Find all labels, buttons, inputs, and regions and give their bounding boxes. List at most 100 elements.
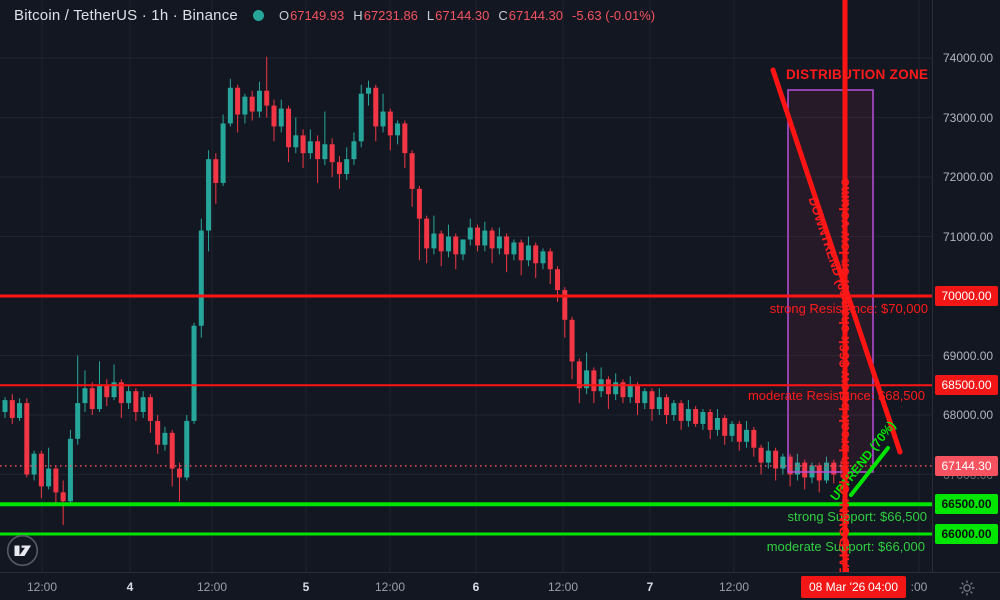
candle-down bbox=[373, 87, 379, 127]
candle-up bbox=[431, 233, 437, 249]
candle-down bbox=[213, 159, 219, 183]
strong-resistance-label: strong Resistance: $70,000 bbox=[769, 301, 928, 316]
candle-down bbox=[38, 453, 44, 487]
candle-down bbox=[751, 429, 757, 448]
candle-up bbox=[31, 453, 37, 475]
candle-up bbox=[358, 93, 364, 142]
price-axis-label: 72000.00 bbox=[943, 170, 994, 184]
alert-price-badge: 66500.00 bbox=[935, 494, 998, 515]
open-key: O bbox=[278, 8, 290, 23]
alert-price-badge: 66000.00 bbox=[935, 524, 998, 544]
candle-up bbox=[344, 159, 350, 175]
price-axis-label: 73000.00 bbox=[943, 110, 994, 125]
open-value: 67149.93 bbox=[290, 8, 345, 23]
candle-up bbox=[685, 409, 691, 421]
market-status-icon[interactable] bbox=[252, 10, 264, 21]
candle-up bbox=[227, 87, 233, 124]
candle-down bbox=[286, 108, 292, 148]
candle-down bbox=[722, 417, 728, 436]
candle-up bbox=[256, 90, 262, 112]
candle-down bbox=[736, 423, 742, 442]
candle-down bbox=[576, 361, 582, 389]
downtrend-trendline[interactable] bbox=[770, 67, 903, 455]
candle-up bbox=[482, 230, 488, 246]
candle-down bbox=[9, 400, 15, 418]
candle-up bbox=[765, 450, 771, 463]
candle-down bbox=[664, 397, 670, 415]
symbol-title[interactable]: Bitcoin / TetherUS · 1h · Binance bbox=[14, 7, 238, 24]
time-axis-label: 12:00 bbox=[374, 580, 406, 594]
candle-up bbox=[714, 417, 720, 430]
candle-up bbox=[467, 227, 473, 240]
candle-up bbox=[191, 325, 197, 421]
candle-down bbox=[176, 468, 182, 478]
candle-down bbox=[300, 135, 306, 154]
time-axis-label: :00 bbox=[910, 580, 928, 594]
time-axis-label: 12:00 bbox=[26, 580, 58, 594]
time-axis-label: 12:00 bbox=[196, 580, 228, 594]
time-axis-day-label: 4 bbox=[126, 580, 134, 594]
candle-down bbox=[707, 412, 713, 430]
candle-up bbox=[729, 423, 735, 436]
candle-up bbox=[366, 87, 371, 94]
candle-up bbox=[540, 251, 546, 264]
candle-up bbox=[460, 239, 466, 255]
time-axis-label: 12:00 bbox=[718, 580, 750, 594]
candle-down bbox=[453, 236, 459, 255]
candle-down bbox=[533, 245, 539, 264]
candle-up bbox=[2, 400, 8, 413]
candle-down bbox=[634, 385, 640, 404]
candle-up bbox=[17, 403, 23, 418]
uptrend-trendline[interactable] bbox=[849, 446, 890, 497]
candle-down bbox=[489, 230, 495, 249]
time-axis-label: 12:00 bbox=[547, 580, 579, 594]
candlestick-chart[interactable] bbox=[0, 0, 932, 572]
candle-down bbox=[693, 409, 699, 424]
candle-down bbox=[155, 420, 161, 445]
candle-up bbox=[307, 141, 313, 154]
candle-up bbox=[97, 385, 103, 410]
candle-up bbox=[496, 236, 502, 249]
candle-up bbox=[744, 429, 750, 442]
candle-down bbox=[24, 403, 30, 475]
candle-down bbox=[104, 385, 110, 398]
close-key: C bbox=[498, 8, 508, 23]
candle-up bbox=[293, 135, 299, 148]
alert-price-badge: 70000.00 bbox=[935, 286, 998, 306]
moderate-resistance-label: moderate Resistance: $68,500 bbox=[747, 388, 925, 403]
candle-down bbox=[271, 105, 277, 127]
time-marker-badge: 08 Mar '26 04:00 bbox=[801, 576, 906, 598]
candle-up bbox=[445, 236, 451, 252]
candle-up bbox=[126, 391, 132, 404]
candle-up bbox=[162, 432, 168, 445]
candle-up bbox=[206, 159, 212, 231]
low-key: L bbox=[426, 8, 435, 23]
candle-down bbox=[315, 141, 321, 160]
alert-price-badge: 68500.00 bbox=[935, 375, 998, 396]
candle-down bbox=[60, 492, 66, 502]
candle-down bbox=[802, 462, 808, 478]
candle-down bbox=[409, 153, 415, 189]
candle-up bbox=[351, 141, 357, 160]
marker-time: 04:00 bbox=[867, 580, 898, 594]
candle-up bbox=[642, 391, 648, 404]
candle-down bbox=[547, 251, 553, 270]
candle-up bbox=[794, 462, 800, 475]
candle-down bbox=[336, 162, 342, 175]
settings-gear-icon[interactable] bbox=[956, 577, 978, 599]
candle-up bbox=[780, 456, 786, 469]
price-axis[interactable]: 74000.00 73000.00 72000.00 71000.00 70000.00… bbox=[932, 0, 1000, 572]
candle-down bbox=[605, 379, 611, 395]
candle-down bbox=[416, 188, 422, 219]
price-axis-label: 74000.00 bbox=[943, 51, 994, 65]
time-axis[interactable]: 08 Mar '26 04:00 12:00 4 12:00 5 12:00 6 12:00… bbox=[0, 572, 1000, 600]
tradingview-logo-icon[interactable] bbox=[6, 534, 39, 572]
candle-down bbox=[758, 447, 764, 463]
candle-up bbox=[380, 111, 386, 127]
candle-down bbox=[555, 269, 561, 291]
close-value: 67144.30 bbox=[508, 8, 564, 23]
breakdown-note-label: BREAKDOWN: Clean break below $66k channe… bbox=[836, 178, 852, 572]
candle-down bbox=[53, 468, 59, 493]
price-change: -5.63 (-0.01%) bbox=[572, 8, 656, 23]
chart-surface[interactable]: DISTRIBUTION ZONE DOWNTREND (66%) UPTREN… bbox=[0, 0, 932, 572]
